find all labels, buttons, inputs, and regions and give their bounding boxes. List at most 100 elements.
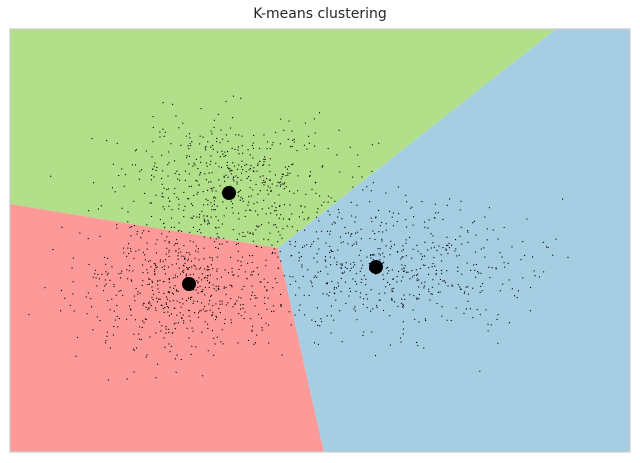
data-point: [206, 280, 208, 282]
data-point: [356, 231, 358, 233]
data-point: [253, 171, 255, 173]
data-point: [291, 145, 293, 147]
data-point: [495, 268, 497, 270]
data-point: [196, 180, 198, 182]
data-point: [156, 166, 158, 168]
data-point: [211, 259, 213, 261]
data-point: [251, 291, 253, 293]
data-point: [336, 154, 338, 156]
data-point: [213, 209, 215, 211]
data-point: [206, 275, 208, 277]
data-point: [402, 328, 404, 330]
data-point: [213, 119, 215, 121]
data-point: [192, 226, 194, 228]
data-point: [180, 317, 182, 319]
data-point: [281, 237, 283, 239]
data-point: [256, 225, 258, 227]
data-point: [163, 187, 165, 189]
data-point: [391, 216, 393, 218]
data-point: [451, 244, 453, 246]
data-point: [355, 241, 357, 243]
data-point: [396, 281, 398, 283]
data-point: [308, 217, 310, 219]
data-point: [161, 154, 163, 156]
data-point: [148, 307, 150, 309]
data-point: [183, 245, 185, 247]
data-point: [331, 223, 333, 225]
data-point: [231, 207, 233, 209]
data-point: [475, 264, 477, 266]
data-point: [164, 265, 166, 267]
data-point: [330, 249, 332, 251]
data-point: [482, 283, 484, 285]
data-point: [378, 253, 380, 255]
data-point: [251, 145, 253, 147]
data-point: [174, 358, 176, 360]
data-point: [307, 269, 309, 271]
data-point: [552, 254, 554, 256]
data-point: [145, 306, 147, 308]
data-point: [216, 278, 218, 280]
data-point: [435, 273, 437, 275]
data-point: [253, 270, 255, 272]
data-point: [283, 183, 285, 185]
data-point: [363, 298, 365, 300]
data-point: [173, 193, 175, 195]
data-point: [225, 134, 227, 136]
data-point: [237, 250, 239, 252]
data-point: [175, 250, 177, 252]
data-point: [123, 185, 125, 187]
data-point: [202, 289, 204, 291]
data-point: [412, 309, 414, 311]
data-point: [166, 247, 168, 249]
data-point: [177, 258, 179, 260]
data-point: [272, 251, 274, 253]
data-point: [215, 216, 217, 218]
data-point: [255, 183, 257, 185]
data-point: [326, 283, 328, 285]
data-point: [249, 298, 251, 300]
data-point: [221, 300, 223, 302]
data-point: [157, 363, 159, 365]
data-point: [164, 273, 166, 275]
data-point: [205, 149, 207, 151]
data-point: [279, 234, 281, 236]
data-point: [402, 333, 404, 335]
data-point: [197, 316, 199, 318]
data-point: [189, 320, 191, 322]
data-point: [168, 281, 170, 283]
data-point: [217, 113, 219, 115]
data-point: [192, 204, 194, 206]
data-point: [165, 326, 167, 328]
data-point: [297, 190, 299, 192]
data-point: [298, 252, 300, 254]
data-point: [223, 237, 225, 239]
data-point: [336, 264, 338, 266]
data-point: [547, 247, 549, 249]
data-point: [486, 239, 488, 241]
data-point: [167, 164, 169, 166]
data-point: [235, 175, 237, 177]
data-point: [163, 292, 165, 294]
data-point: [144, 254, 146, 256]
data-point: [243, 318, 245, 320]
data-point: [152, 126, 154, 128]
data-point: [211, 188, 213, 190]
data-point: [252, 147, 254, 149]
data-point: [252, 142, 254, 144]
data-point: [207, 141, 209, 143]
data-point: [131, 226, 133, 228]
data-point: [252, 240, 254, 242]
data-point: [446, 244, 448, 246]
data-point: [447, 285, 449, 287]
data-point: [129, 308, 131, 310]
data-point: [176, 170, 178, 172]
data-point: [418, 298, 420, 300]
data-point: [139, 292, 141, 294]
data-point: [302, 246, 304, 248]
data-point: [264, 156, 266, 158]
data-point: [328, 295, 330, 297]
data-point: [374, 233, 376, 235]
data-point: [193, 162, 195, 164]
data-point: [457, 270, 459, 272]
